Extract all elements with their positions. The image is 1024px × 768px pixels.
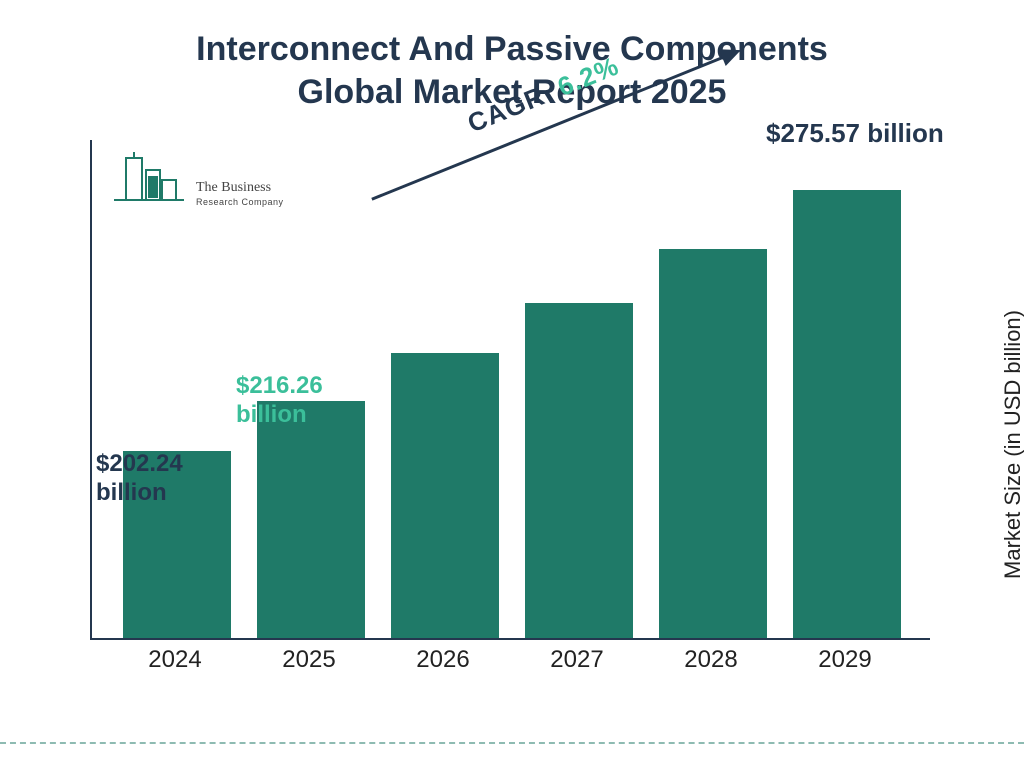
bars-container	[92, 138, 932, 638]
bar-2027	[525, 303, 633, 638]
x-label-2029: 2029	[791, 646, 899, 674]
y-axis-label: Market Size (in USD billion)	[1000, 310, 1024, 579]
x-label-2028: 2028	[657, 646, 765, 674]
x-label-2027: 2027	[523, 646, 631, 674]
bar-2025	[257, 401, 365, 638]
bar-chart: 2024 2025 2026 2027 2028 2029	[90, 140, 930, 680]
value-label-2029: $275.57 billion	[766, 118, 944, 149]
x-axis-labels: 2024 2025 2026 2027 2028 2029	[90, 646, 930, 674]
bar-2028	[659, 249, 767, 638]
plot-area	[90, 140, 930, 640]
bottom-divider	[0, 742, 1024, 744]
bar-2029	[793, 190, 901, 638]
bar-2026	[391, 353, 499, 638]
value-label-2025: $216.26billion	[236, 372, 323, 430]
value-label-2024: $202.24billion	[96, 450, 183, 508]
x-label-2025: 2025	[255, 646, 363, 674]
x-label-2026: 2026	[389, 646, 497, 674]
x-label-2024: 2024	[121, 646, 229, 674]
